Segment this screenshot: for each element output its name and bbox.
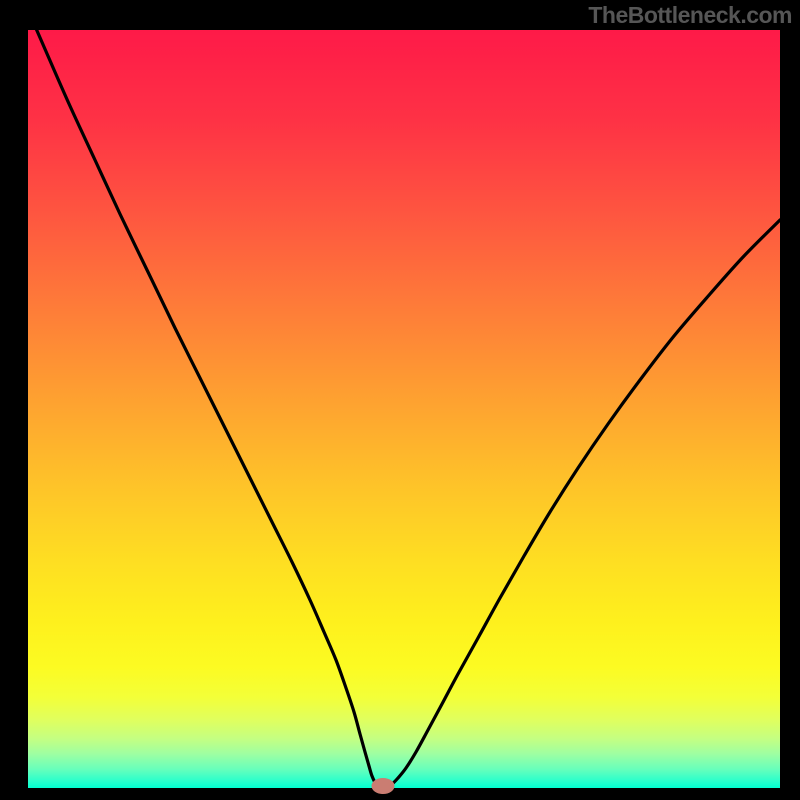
chart-frame: TheBottleneck.com bbox=[0, 0, 800, 800]
minimum-marker bbox=[372, 779, 394, 794]
chart-svg bbox=[0, 0, 800, 800]
plot-gradient-background bbox=[28, 30, 780, 788]
watermark-text: TheBottleneck.com bbox=[588, 2, 792, 29]
